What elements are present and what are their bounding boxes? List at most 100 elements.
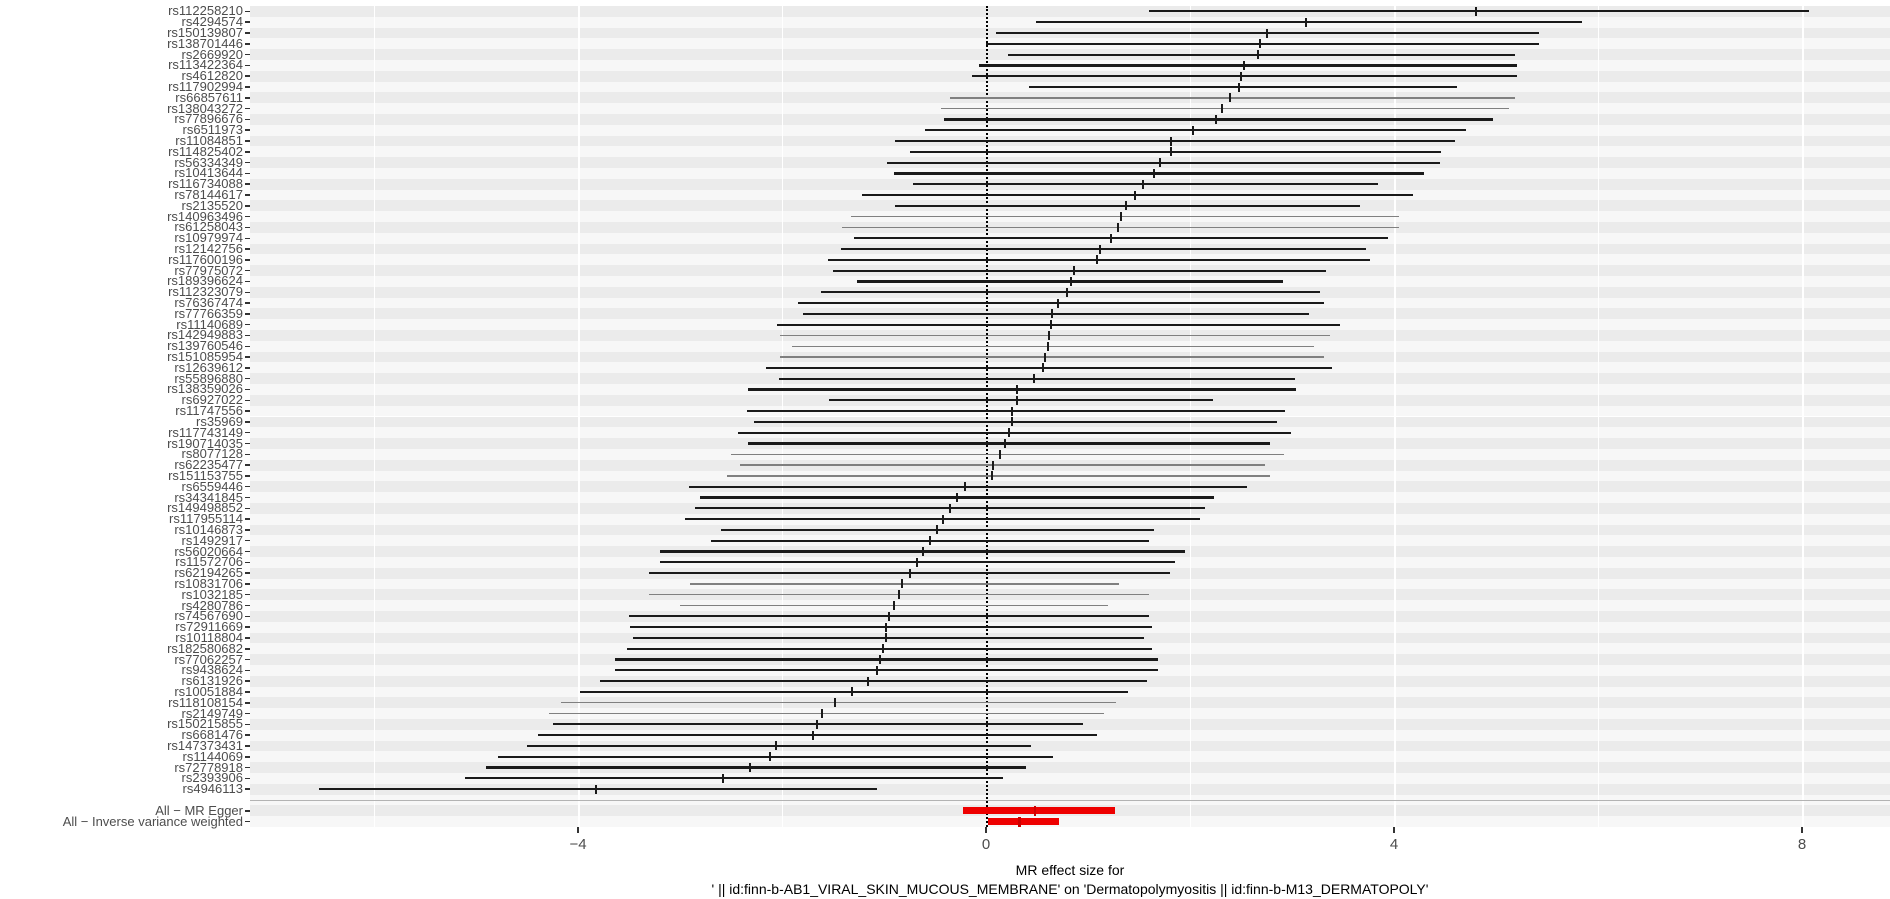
ci-line (986, 42, 1539, 45)
snp-label: rs118108154 (168, 694, 243, 710)
x-axis-tick-label: 0 (981, 836, 991, 853)
panel-stripe (250, 816, 1890, 827)
snp-label: rs56020664 (174, 543, 243, 559)
snp-label: rs11572706 (175, 554, 243, 570)
y-axis-tick (245, 248, 250, 250)
snp-label: rs72911669 (175, 619, 243, 635)
estimate-tick (1047, 341, 1050, 351)
y-axis-tick (245, 183, 250, 185)
gridline-minor (374, 6, 376, 827)
snp-label: rs4280786 (181, 597, 243, 613)
ci-line (798, 301, 1324, 305)
estimate-tick (1124, 201, 1127, 211)
snp-label: rs35969 (196, 413, 243, 429)
x-axis-tick-label: −4 (569, 836, 587, 853)
snp-label: rs61258043 (174, 219, 243, 235)
ci-line (912, 183, 1378, 186)
y-axis-tick (245, 345, 250, 348)
y-axis-tick (245, 464, 250, 466)
estimate-tick (885, 633, 888, 643)
x-axis-tick (577, 827, 579, 833)
estimate-tick (928, 536, 931, 546)
estimate-tick (1065, 287, 1068, 297)
ci-line (464, 777, 1004, 780)
snp-label: rs72778918 (174, 759, 243, 775)
snp-label: rs1032185 (181, 586, 243, 602)
estimate-tick (1042, 363, 1045, 373)
estimate-tick (1240, 71, 1242, 81)
y-axis-tick (245, 756, 250, 758)
panel-stripe (250, 6, 1890, 17)
estimate-tick (774, 741, 777, 751)
estimate-tick (888, 611, 891, 621)
snp-label: rs77062257 (174, 651, 243, 667)
estimate-tick (1265, 28, 1268, 38)
x-axis-title: MR effect size for ' || id:finn-b-AB1_VI… (250, 862, 1890, 897)
zero-reference-line (986, 6, 988, 827)
estimate-tick (1015, 384, 1018, 394)
ci-line (909, 150, 1441, 153)
estimate-tick (1192, 125, 1195, 135)
ci-line (633, 636, 1145, 640)
y-axis-tick (245, 97, 250, 99)
y-axis-tick (245, 172, 250, 175)
y-axis-tick (245, 431, 250, 434)
y-axis-tick (245, 377, 250, 380)
ci-line (498, 755, 1054, 758)
y-axis-tick (245, 215, 250, 218)
snp-label: rs76367474 (174, 295, 243, 311)
y-axis-tick (245, 777, 250, 780)
estimate-tick (1050, 320, 1053, 330)
snp-label: rs62194265 (174, 565, 243, 581)
y-axis-tick (245, 669, 250, 672)
ci-line (1149, 10, 1810, 13)
y-axis-tick (245, 107, 250, 110)
snp-label: rs11084851 (175, 133, 243, 149)
snp-label: rs11747556 (175, 403, 243, 419)
estimate-tick (820, 709, 823, 719)
estimate-tick (875, 665, 878, 675)
y-axis-tick (245, 129, 250, 131)
y-axis-tick (245, 518, 250, 520)
snp-label: rs1144069 (182, 748, 243, 764)
snp-label: rs4294574 (181, 14, 243, 30)
snp-label: rs77766359 (174, 305, 243, 321)
y-axis-tick (245, 21, 250, 23)
snp-label: rs182580682 (167, 640, 243, 656)
snp-label: rs6511973 (182, 122, 243, 138)
estimate-tick (595, 784, 598, 794)
gridline-major (578, 6, 581, 827)
estimate-tick (1015, 395, 1018, 405)
snp-label: rs78144617 (174, 187, 243, 203)
snp-label: rs117743149 (168, 424, 243, 440)
y-axis-tick (245, 64, 250, 67)
snp-label: rs6559446 (181, 478, 243, 494)
estimate-tick (963, 482, 966, 492)
ci-line (600, 680, 1148, 683)
ci-line (978, 64, 1518, 67)
gridline-minor (1598, 6, 1600, 827)
x-axis-tick-label: 4 (1389, 836, 1399, 853)
estimate-tick (1169, 147, 1172, 157)
snp-label: rs150215855 (167, 716, 243, 732)
estimate-tick (1142, 179, 1145, 189)
ci-line (580, 690, 1128, 694)
y-axis-tick (245, 723, 250, 726)
snp-label: rs55896880 (174, 370, 243, 386)
y-axis-tick (245, 529, 250, 531)
summary-label: All − MR Egger (155, 802, 243, 818)
ci-line (747, 409, 1285, 413)
y-axis-tick (245, 291, 250, 294)
y-axis-tick (245, 10, 250, 13)
y-axis-tick (245, 734, 250, 736)
snp-label: rs138359026 (167, 381, 243, 397)
estimate-tick (915, 557, 918, 567)
panel-stripe (250, 783, 1890, 795)
ci-line (538, 734, 1098, 737)
snp-label: rs10413644 (174, 165, 243, 181)
snp-label: rs8077128 (181, 446, 243, 462)
y-axis-tick (245, 86, 250, 88)
estimate-tick (1119, 212, 1122, 222)
estimate-tick (885, 622, 888, 632)
snp-label: rs138043272 (167, 100, 243, 116)
